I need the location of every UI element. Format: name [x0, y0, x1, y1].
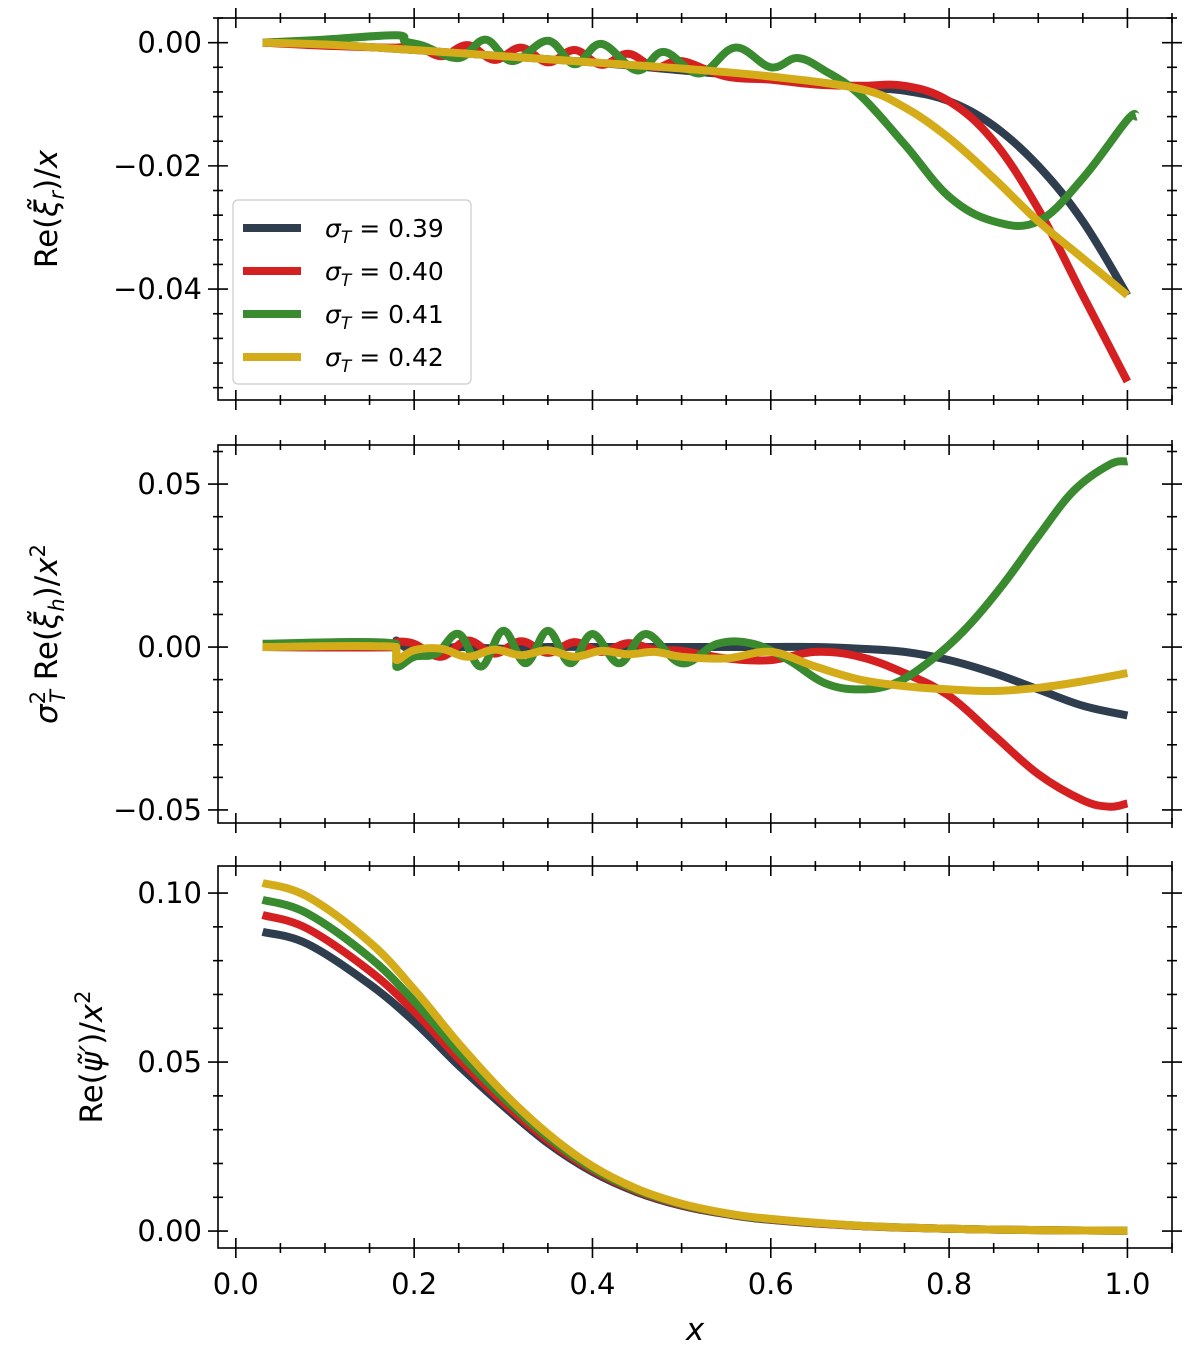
- series-line-041: [261, 895, 1128, 1235]
- axes-frame: [217, 444, 1173, 824]
- y-tick-label: −0.04: [113, 272, 202, 306]
- y-tick-label: −0.05: [113, 793, 202, 827]
- series-line-042: [262, 38, 1130, 299]
- y-axis-label: Re(ψ̃′)/x2: [71, 990, 110, 1123]
- x-tick-label: 0.4: [569, 1267, 615, 1301]
- y-axis-label: Re(ξ̃r)/x: [28, 149, 69, 268]
- legend-entry-label: σT = 0.39: [325, 214, 444, 248]
- y-tick-label: 0.10: [137, 876, 202, 910]
- y-tick-label: 0.00: [137, 630, 202, 664]
- y-tick-label: −0.02: [113, 149, 202, 183]
- series-group: [261, 879, 1128, 1235]
- series-line-042: [261, 879, 1128, 1235]
- x-tick-label: 1.0: [1104, 1267, 1150, 1301]
- x-tick-label: 0.8: [926, 1267, 972, 1301]
- tick-marks: [208, 435, 1182, 833]
- axes-frame: [217, 17, 1173, 401]
- x-tick-label: 0.6: [748, 1267, 794, 1301]
- legend-entry-label: σT = 0.41: [325, 300, 444, 334]
- y-tick-label: 0.05: [137, 1045, 202, 1079]
- x-tick-label: 0.2: [391, 1267, 437, 1301]
- tick-marks: [208, 8, 1182, 410]
- y-axis-label: σ2T Re(ξ̃h)/x2: [26, 544, 70, 724]
- y-tick-label: 0.00: [137, 1214, 202, 1248]
- tick-marks: [208, 856, 1182, 1258]
- series-group: [262, 31, 1141, 384]
- legend-entry-label: σT = 0.42: [325, 343, 444, 377]
- y-tick-label: 0.05: [137, 467, 202, 501]
- axes-frame: [217, 865, 1173, 1249]
- panel-psi: 0.10 0.05 0.00 0.0 0.2 0.4 0.6 0.8 1.0 x Re(ψ̃′)/x…: [71, 856, 1182, 1348]
- panel-xi-r: 0.00 −0.02 −0.04 Re(ξ̃r)/x: [28, 8, 1182, 410]
- legend: σT = 0.39 σT = 0.40 σT = 0.41 σT = 0.42: [232, 199, 472, 385]
- y-tick-label: 0.00: [137, 26, 202, 60]
- x-tick-label: 0.0: [213, 1267, 259, 1301]
- legend-entry-label: σT = 0.40: [325, 257, 444, 291]
- x-axis-label: x: [685, 1312, 705, 1348]
- legend-box: [232, 199, 472, 385]
- panel-xi-h: 0.05 0.00 −0.05 σ2T Re(ξ̃h)/x2: [26, 435, 1182, 833]
- series-line-042: [262, 641, 1129, 696]
- series-group: [262, 457, 1129, 811]
